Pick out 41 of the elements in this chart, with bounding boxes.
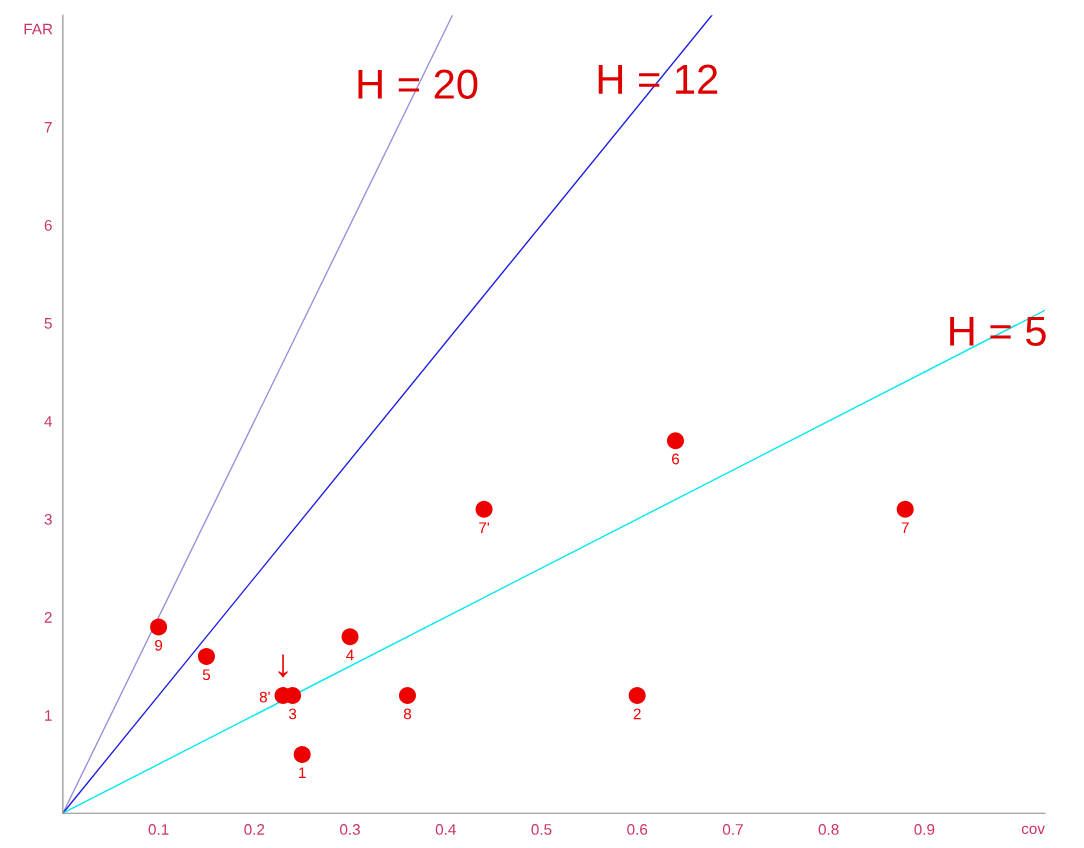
x-tick-label: 0.2 xyxy=(244,824,265,835)
annotation: 5 xyxy=(202,669,211,681)
annotation: ↓ xyxy=(278,654,288,678)
point xyxy=(293,745,311,763)
y-tick-label: 3 xyxy=(44,514,52,525)
annotation: 2 xyxy=(633,708,641,720)
annotation: 3 xyxy=(288,708,297,720)
annotation: 6 xyxy=(672,453,680,465)
x-tick-label: 0.6 xyxy=(627,824,648,835)
point xyxy=(896,500,914,518)
x-tick-label: 0.5 xyxy=(531,824,552,835)
annotation: 8 xyxy=(403,708,412,720)
y-tick-label: 1 xyxy=(45,710,52,721)
annotation: 7 xyxy=(901,522,909,533)
annotation: H = 20 xyxy=(358,69,478,99)
y-tick-label: 4 xyxy=(44,416,53,427)
annotation: 9 xyxy=(155,639,163,651)
x-tick-label: 0.1 xyxy=(148,824,169,835)
annotation: 1 xyxy=(299,767,306,778)
x-tick-label: 0.4 xyxy=(435,824,456,835)
y-axis-title: FAR xyxy=(24,23,53,35)
x-tick-label: 0.8 xyxy=(818,824,839,835)
point xyxy=(666,432,684,450)
point xyxy=(475,500,493,518)
x-tick-label: 0.7 xyxy=(722,824,743,835)
annotation: 8' xyxy=(259,691,270,703)
y-tick-label: 6 xyxy=(44,219,52,231)
annotation: 7' xyxy=(479,522,489,533)
point xyxy=(341,628,359,646)
y-tick-label: 7 xyxy=(44,122,52,133)
annotation: H = 12 xyxy=(598,64,718,94)
x-axis-title: cov xyxy=(1021,825,1045,835)
y-tick-label: 2 xyxy=(44,612,52,623)
point xyxy=(398,687,416,705)
x-tick-label: 0.3 xyxy=(340,824,360,835)
point xyxy=(197,647,215,665)
annotation: 4 xyxy=(346,649,354,661)
y-tick-label: 5 xyxy=(44,318,52,329)
x-tick-label: 0.9 xyxy=(914,824,935,835)
point xyxy=(628,687,646,705)
point xyxy=(150,618,168,636)
